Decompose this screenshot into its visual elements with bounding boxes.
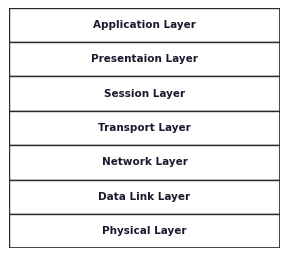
- Bar: [9, 42, 280, 77]
- Text: Transport Layer: Transport Layer: [98, 123, 191, 133]
- Text: Presentaion Layer: Presentaion Layer: [91, 54, 198, 64]
- Bar: [9, 8, 280, 42]
- Bar: [9, 214, 280, 248]
- Bar: [9, 145, 280, 179]
- Text: Application Layer: Application Layer: [93, 20, 196, 30]
- Text: Session Layer: Session Layer: [104, 89, 185, 99]
- Bar: [9, 77, 280, 111]
- Bar: [9, 111, 280, 145]
- Text: Data Link Layer: Data Link Layer: [99, 192, 190, 202]
- Text: Network Layer: Network Layer: [101, 157, 188, 167]
- Text: Physical Layer: Physical Layer: [102, 226, 187, 236]
- Bar: [9, 179, 280, 214]
